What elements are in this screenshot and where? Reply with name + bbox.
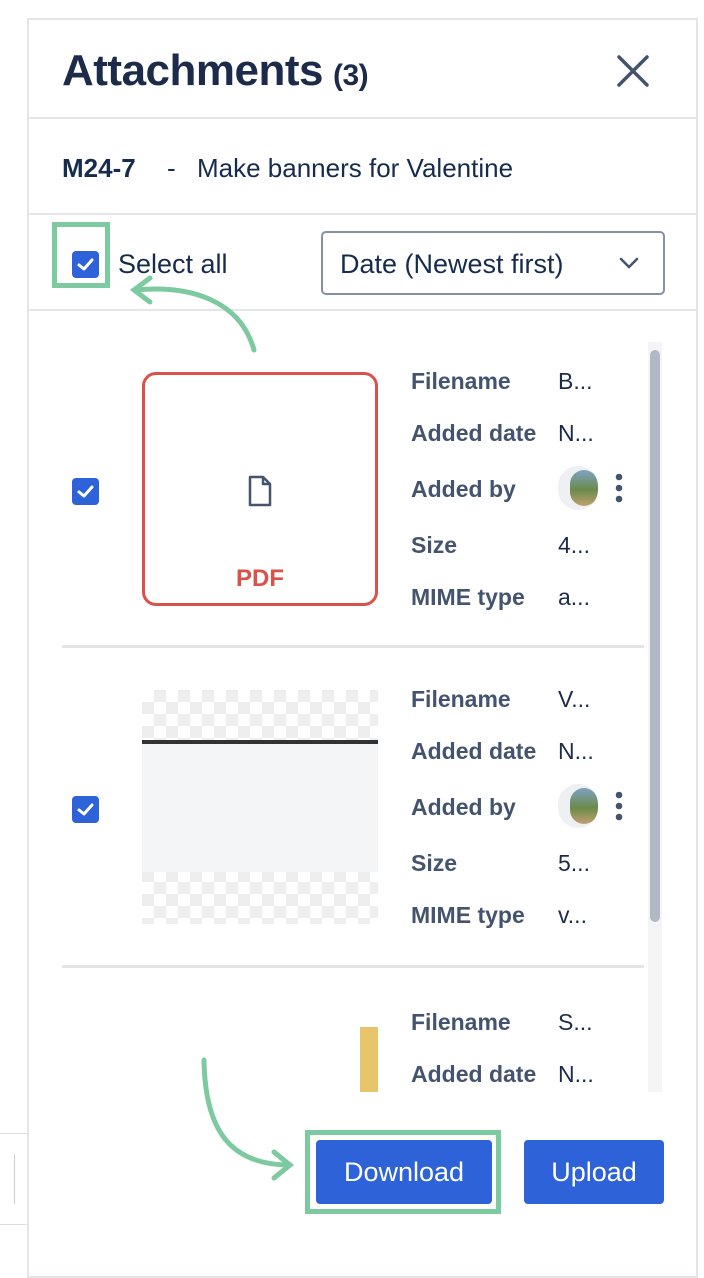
mime-value: v... <box>558 902 587 928</box>
size-label: Size <box>411 850 458 876</box>
sort-dropdown[interactable]: Date (Newest first) <box>321 231 665 295</box>
issue-title: Make banners for Valentine <box>197 153 514 183</box>
filename-value: S... <box>558 1009 593 1035</box>
avatar[interactable] <box>558 784 598 828</box>
size-value: 5... <box>558 850 590 876</box>
image-thumbnail[interactable] <box>142 1027 378 1092</box>
more-options-icon[interactable] <box>615 791 623 821</box>
added-date-value: N... <box>558 738 594 764</box>
list-toolbar: Select all Date (Newest first) <box>29 215 696 311</box>
added-by-label: Added by <box>411 794 516 820</box>
highlight-download <box>305 1130 501 1214</box>
separator: - <box>167 153 176 183</box>
checkmark-icon <box>77 485 94 498</box>
mime-value: a... <box>558 584 590 610</box>
checkmark-icon <box>77 258 94 271</box>
file-icon <box>248 475 272 507</box>
added-date-label: Added date <box>411 420 537 446</box>
filename-value: B... <box>558 368 593 394</box>
filename-value: V... <box>558 686 591 712</box>
attachment-item: Filename S... Added date N... <box>62 971 644 1092</box>
attachment-checkbox[interactable] <box>72 478 99 505</box>
select-all-label[interactable]: Select all <box>118 249 228 279</box>
added-date-value: N... <box>558 1061 594 1087</box>
checkmark-icon <box>77 803 94 816</box>
highlight-select-all <box>52 222 110 288</box>
pdf-thumbnail[interactable]: PDF <box>142 372 378 606</box>
filename-label: Filename <box>411 1009 511 1035</box>
download-button[interactable]: Download <box>316 1140 492 1204</box>
upload-button[interactable]: Upload <box>524 1140 664 1204</box>
added-date-label: Added date <box>411 738 537 764</box>
close-button[interactable] <box>615 53 651 89</box>
close-icon <box>617 55 649 87</box>
mime-label: MIME type <box>411 902 525 928</box>
attachment-item: PDF Filename B... Added date N... Added by… <box>62 342 644 648</box>
select-all-checkbox[interactable] <box>72 251 99 278</box>
size-label: Size <box>411 532 458 558</box>
added-date-value: N... <box>558 420 594 446</box>
filename-label: Filename <box>411 686 511 712</box>
scrollbar[interactable] <box>648 342 662 1092</box>
background-page-edge <box>0 1133 27 1225</box>
attachment-item: Filename V... Added date N... Added by Siz… <box>62 648 644 968</box>
size-value: 4... <box>558 532 590 558</box>
avatar[interactable] <box>558 466 598 510</box>
more-options-icon[interactable] <box>615 473 623 503</box>
panel-title: Attachments (3) <box>62 46 369 95</box>
panel-header: Attachments (3) <box>29 20 696 119</box>
file-type-label: PDF <box>236 565 284 592</box>
issue-key[interactable]: M24-7 <box>62 153 136 183</box>
added-date-label: Added date <box>411 1061 537 1087</box>
issue-info: M24-7 - Make banners for Valentine <box>29 119 696 215</box>
attachment-list: PDF Filename B... Added date N... Added by… <box>29 311 696 1092</box>
attachment-count: (3) <box>333 59 369 92</box>
chevron-down-icon <box>619 257 639 269</box>
scrollbar-thumb[interactable] <box>650 350 660 922</box>
added-by-label: Added by <box>411 476 516 502</box>
image-thumbnail[interactable] <box>142 690 378 924</box>
attachments-panel: Attachments (3) M24-7 - Make banners for … <box>27 18 698 1278</box>
filename-label: Filename <box>411 368 511 394</box>
attachment-checkbox[interactable] <box>72 796 99 823</box>
mime-label: MIME type <box>411 584 525 610</box>
